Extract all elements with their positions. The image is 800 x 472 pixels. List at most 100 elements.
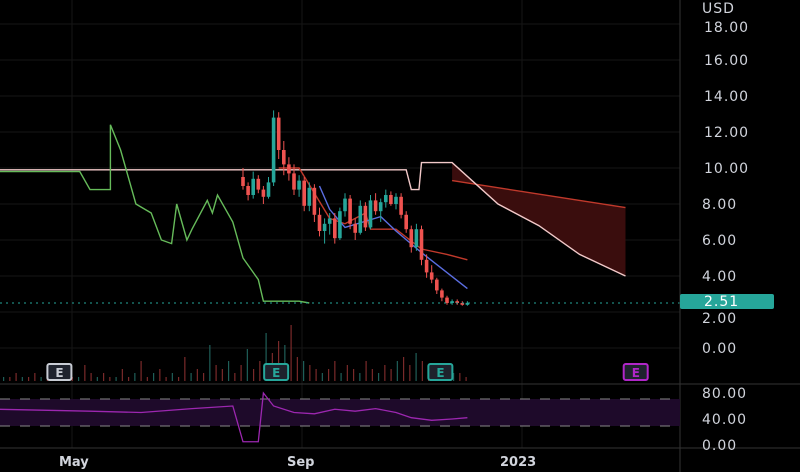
volume-bar bbox=[409, 365, 411, 381]
volume-bar bbox=[196, 369, 198, 381]
candle-body bbox=[338, 211, 342, 239]
volume-bar bbox=[34, 373, 36, 381]
volume-bar bbox=[415, 353, 417, 381]
candle-body bbox=[450, 301, 454, 303]
price-tick: 4.00 bbox=[702, 269, 737, 285]
earnings-marker[interactable]: E bbox=[46, 363, 73, 381]
earnings-badge[interactable] bbox=[622, 363, 649, 381]
volume-bar bbox=[378, 373, 380, 381]
volume-bar bbox=[178, 377, 180, 381]
price-tick: 6.00 bbox=[702, 233, 737, 249]
volume-bar bbox=[253, 369, 255, 381]
candle-body bbox=[358, 205, 363, 233]
leading-span-b bbox=[451, 179, 626, 209]
candle-body bbox=[287, 164, 291, 174]
candle-body bbox=[455, 301, 459, 303]
candle-body bbox=[343, 198, 347, 212]
volume-bar bbox=[134, 373, 136, 381]
earnings-marker[interactable]: E bbox=[427, 363, 454, 381]
volume-bar bbox=[209, 345, 211, 381]
earnings-label: E bbox=[272, 366, 280, 380]
volume-bar bbox=[228, 361, 230, 381]
volume-bar bbox=[421, 361, 423, 381]
candle-body bbox=[256, 178, 261, 190]
volume-bar bbox=[453, 373, 455, 381]
candle-body bbox=[419, 229, 424, 260]
volume-bar bbox=[203, 373, 205, 381]
candle-body bbox=[445, 297, 449, 303]
earnings-marker[interactable]: E bbox=[622, 363, 649, 381]
volume-bar bbox=[240, 365, 242, 381]
volume-bar bbox=[384, 365, 386, 381]
x-tick-2023: 2023 bbox=[500, 455, 536, 470]
candle-body bbox=[261, 189, 266, 197]
candle-body bbox=[465, 302, 470, 305]
volume-bar bbox=[290, 325, 292, 381]
volume-bar bbox=[353, 369, 355, 381]
volume-bar bbox=[390, 369, 392, 381]
candle-body bbox=[389, 195, 393, 204]
price-tick: 12.00 bbox=[704, 125, 749, 141]
volume-bar bbox=[465, 377, 467, 381]
x-tick-may: May bbox=[59, 455, 89, 470]
volume-bar bbox=[328, 369, 330, 381]
volume-bar bbox=[15, 373, 17, 381]
volume-bar bbox=[84, 365, 86, 381]
volume-bar bbox=[403, 357, 405, 381]
volume-bar bbox=[78, 377, 80, 381]
candle-body bbox=[266, 182, 271, 197]
volume-bar bbox=[459, 373, 461, 381]
price-tick: 18.00 bbox=[704, 20, 749, 36]
rsi-tick: 40.00 bbox=[702, 412, 747, 428]
volume-bar bbox=[159, 369, 161, 381]
volume-bar bbox=[321, 373, 323, 381]
price-tick: 16.00 bbox=[704, 53, 749, 69]
earnings-label: E bbox=[436, 366, 444, 380]
lagging-span-line bbox=[0, 124, 310, 304]
volume-bar bbox=[3, 377, 5, 381]
earnings-badge[interactable] bbox=[427, 363, 454, 381]
candle-body bbox=[424, 259, 429, 273]
candle-body bbox=[251, 178, 255, 195]
volume-bar bbox=[109, 377, 111, 381]
volume-bar bbox=[359, 373, 361, 381]
volume-bar bbox=[184, 357, 186, 381]
candle-body bbox=[307, 187, 312, 206]
candle-body bbox=[302, 180, 306, 206]
candle-body bbox=[276, 117, 281, 150]
earnings-badge[interactable] bbox=[46, 363, 73, 381]
volume-bar bbox=[396, 361, 398, 381]
rsi-tick: 80.00 bbox=[702, 386, 747, 402]
kijun-line bbox=[278, 167, 468, 261]
candle-body bbox=[435, 279, 439, 291]
candle-body bbox=[384, 195, 388, 203]
volume-bar bbox=[234, 373, 236, 381]
last-price-label: 2.51 bbox=[704, 294, 739, 310]
volume-bar bbox=[365, 361, 367, 381]
earnings-marker[interactable]: E bbox=[263, 363, 290, 381]
candle-body bbox=[292, 173, 296, 190]
volume-bar bbox=[334, 361, 336, 381]
volume-bar bbox=[146, 377, 148, 381]
volume-bar bbox=[215, 365, 217, 381]
price-tick: 0.00 bbox=[702, 341, 737, 357]
volume-bar bbox=[259, 361, 261, 381]
volume-bar bbox=[40, 377, 42, 381]
candles bbox=[241, 110, 470, 306]
volume-bar bbox=[265, 333, 267, 381]
volume-bar bbox=[171, 373, 173, 381]
candle-body bbox=[399, 196, 403, 215]
volume-bar bbox=[340, 373, 342, 381]
volume-bar bbox=[153, 373, 155, 381]
volume-bar bbox=[296, 357, 298, 381]
earnings-label: E bbox=[55, 366, 63, 380]
volume-bar bbox=[115, 377, 117, 381]
candle-body bbox=[333, 218, 337, 239]
earnings-badge[interactable] bbox=[263, 363, 290, 381]
candle-body bbox=[246, 186, 250, 195]
candle-body bbox=[322, 223, 327, 231]
earnings-label: E bbox=[632, 366, 640, 380]
candle-body bbox=[327, 218, 332, 224]
price-tick: 14.00 bbox=[704, 89, 749, 105]
